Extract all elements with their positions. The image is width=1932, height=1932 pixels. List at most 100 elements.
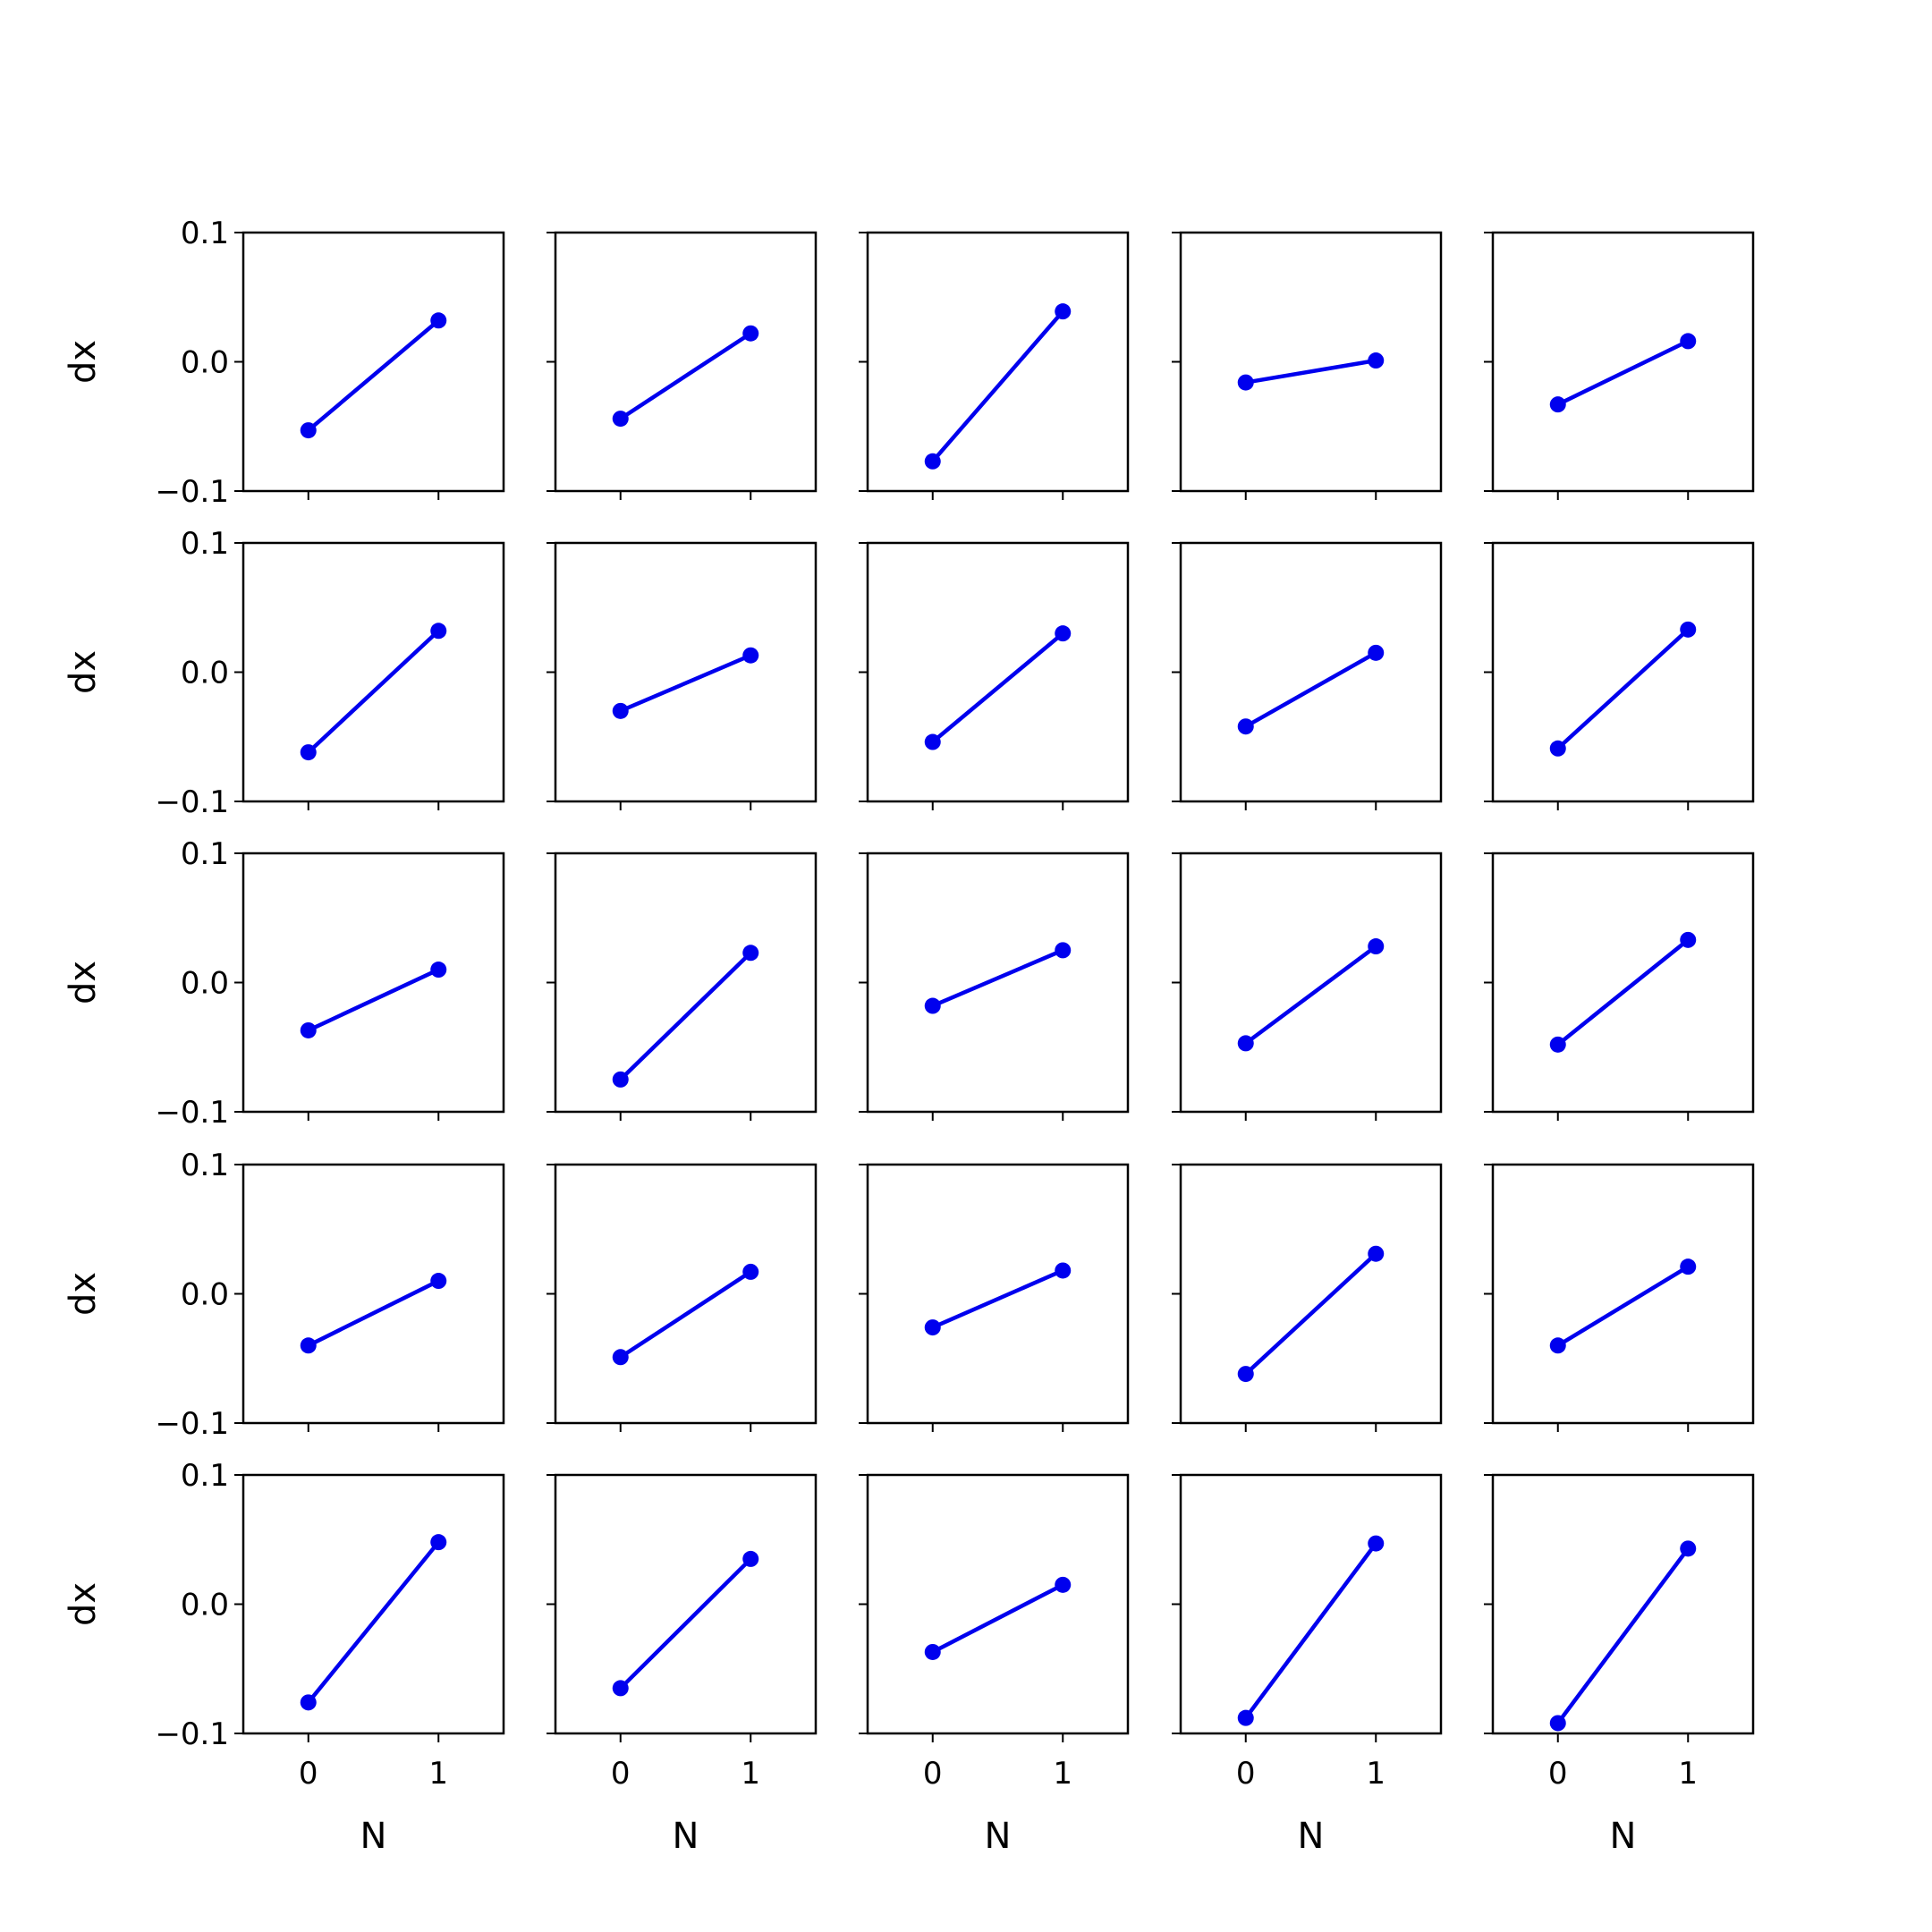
data-point-n1 [742,325,759,342]
series-line [1556,339,1690,407]
data-point-n1 [1055,625,1072,642]
data-point-n1 [1368,644,1385,661]
data-point-n0 [1549,1036,1566,1053]
series-line [1555,1547,1690,1724]
axes-frame [866,1163,1130,1425]
series-line [1556,628,1690,750]
data-point-n0 [300,744,317,761]
y-tick-label: 0.1 [181,836,229,872]
y-tick-label: 0.0 [181,345,229,381]
panel-r5-c3: 0 1 N [859,1473,1130,1857]
axes-frame [1491,1473,1755,1735]
panel-r2-c5 [1484,541,1755,810]
y-axis-label: dx [63,1272,104,1316]
series-line [1244,945,1377,1046]
data-point-n0 [300,1694,317,1711]
data-point-n0 [1549,1337,1566,1354]
data-point-n0 [924,997,941,1014]
y-tick-label: 0.1 [181,1458,229,1494]
x-tick-label: 0 [923,1756,943,1792]
axes-frame [866,231,1130,493]
panel-r1-c5 [1484,231,1755,500]
data-point-n0 [612,702,629,719]
data-point-n0 [612,1071,629,1088]
panel-r4-c2 [547,1163,818,1432]
y-axis-label: dx [63,650,104,694]
data-point-n1 [1055,1262,1072,1279]
data-point-n0 [1237,1035,1254,1052]
series-line [931,309,1064,463]
series-line [619,653,752,713]
axes-frame [242,231,505,493]
data-point-n1 [1680,931,1697,948]
x-tick-label: 0 [1236,1756,1256,1792]
y-axis-label: dx [63,340,104,384]
y-tick-label: 0.1 [181,216,229,251]
x-axis-label: N [360,1816,387,1857]
axes-frame [866,541,1130,803]
series-line [307,968,440,1033]
y-tick-label: 0.0 [181,1588,229,1623]
data-point-n0 [924,1643,941,1660]
data-point-n1 [1055,1576,1072,1593]
x-tick-label: 1 [428,1756,448,1792]
data-point-n0 [612,411,629,428]
x-tick-label: 0 [611,1756,631,1792]
axes-frame [866,852,1130,1114]
panel-r3-c2 [547,852,818,1121]
axes-frame [554,541,818,803]
data-point-n0 [1237,374,1254,391]
series-line [619,1557,752,1690]
y-tick-label: −0.1 [155,1095,229,1131]
panel-r1-c3 [859,231,1130,500]
y-tick-label: 0.0 [181,656,229,691]
series-line [307,1279,440,1348]
panel-r4-c1: −0.1 0.0 0.1 dx [63,1148,505,1442]
y-tick-label: 0.1 [181,1148,229,1183]
axes-frame [1491,1163,1755,1425]
series-line [619,1270,752,1360]
axes-frame [242,1473,505,1735]
series-line [307,629,440,754]
x-axis-label: N [1610,1816,1637,1857]
panel-r5-c2: 0 1 N [547,1473,818,1857]
axes-frame [1179,1163,1443,1425]
data-point-n1 [430,1534,447,1551]
data-point-n0 [1549,740,1566,757]
series-line [931,631,1064,744]
data-point-n1 [1368,1535,1385,1552]
x-tick-label: 1 [741,1756,760,1792]
series-line [931,1268,1064,1330]
data-point-n0 [924,733,941,750]
y-axis-label: dx [63,961,104,1004]
y-tick-label: −0.1 [155,1716,229,1752]
panel-r1-c4 [1172,231,1443,500]
panel-r4-c4 [1172,1163,1443,1432]
series-line [619,331,752,420]
data-point-n1 [742,647,759,664]
y-tick-label: −0.1 [155,1406,229,1442]
panel-r5-c5: 0 1 N [1484,1473,1755,1857]
panel-r2-c3 [859,541,1130,810]
axes-frame [554,852,818,1114]
axes-frame [1491,541,1755,803]
axes-frame [554,1473,818,1735]
series-line [1243,1542,1378,1720]
x-axis-label: N [673,1816,699,1857]
panel-r2-c2 [547,541,818,810]
series-line [1556,938,1690,1046]
panel-r3-c5 [1484,852,1755,1121]
series-line [1556,1265,1690,1348]
data-point-n1 [1680,621,1697,638]
data-point-n1 [430,312,447,329]
panel-r3-c1: −0.1 0.0 0.1 dx [63,836,505,1131]
series-line [307,318,440,432]
data-point-n1 [1368,1245,1385,1262]
axes-frame [1179,852,1443,1114]
axes-frame [1179,1473,1443,1735]
y-axis-label: dx [63,1582,104,1626]
data-point-n1 [742,1263,759,1280]
data-point-n0 [1237,1709,1254,1726]
axes-frame [554,1163,818,1425]
